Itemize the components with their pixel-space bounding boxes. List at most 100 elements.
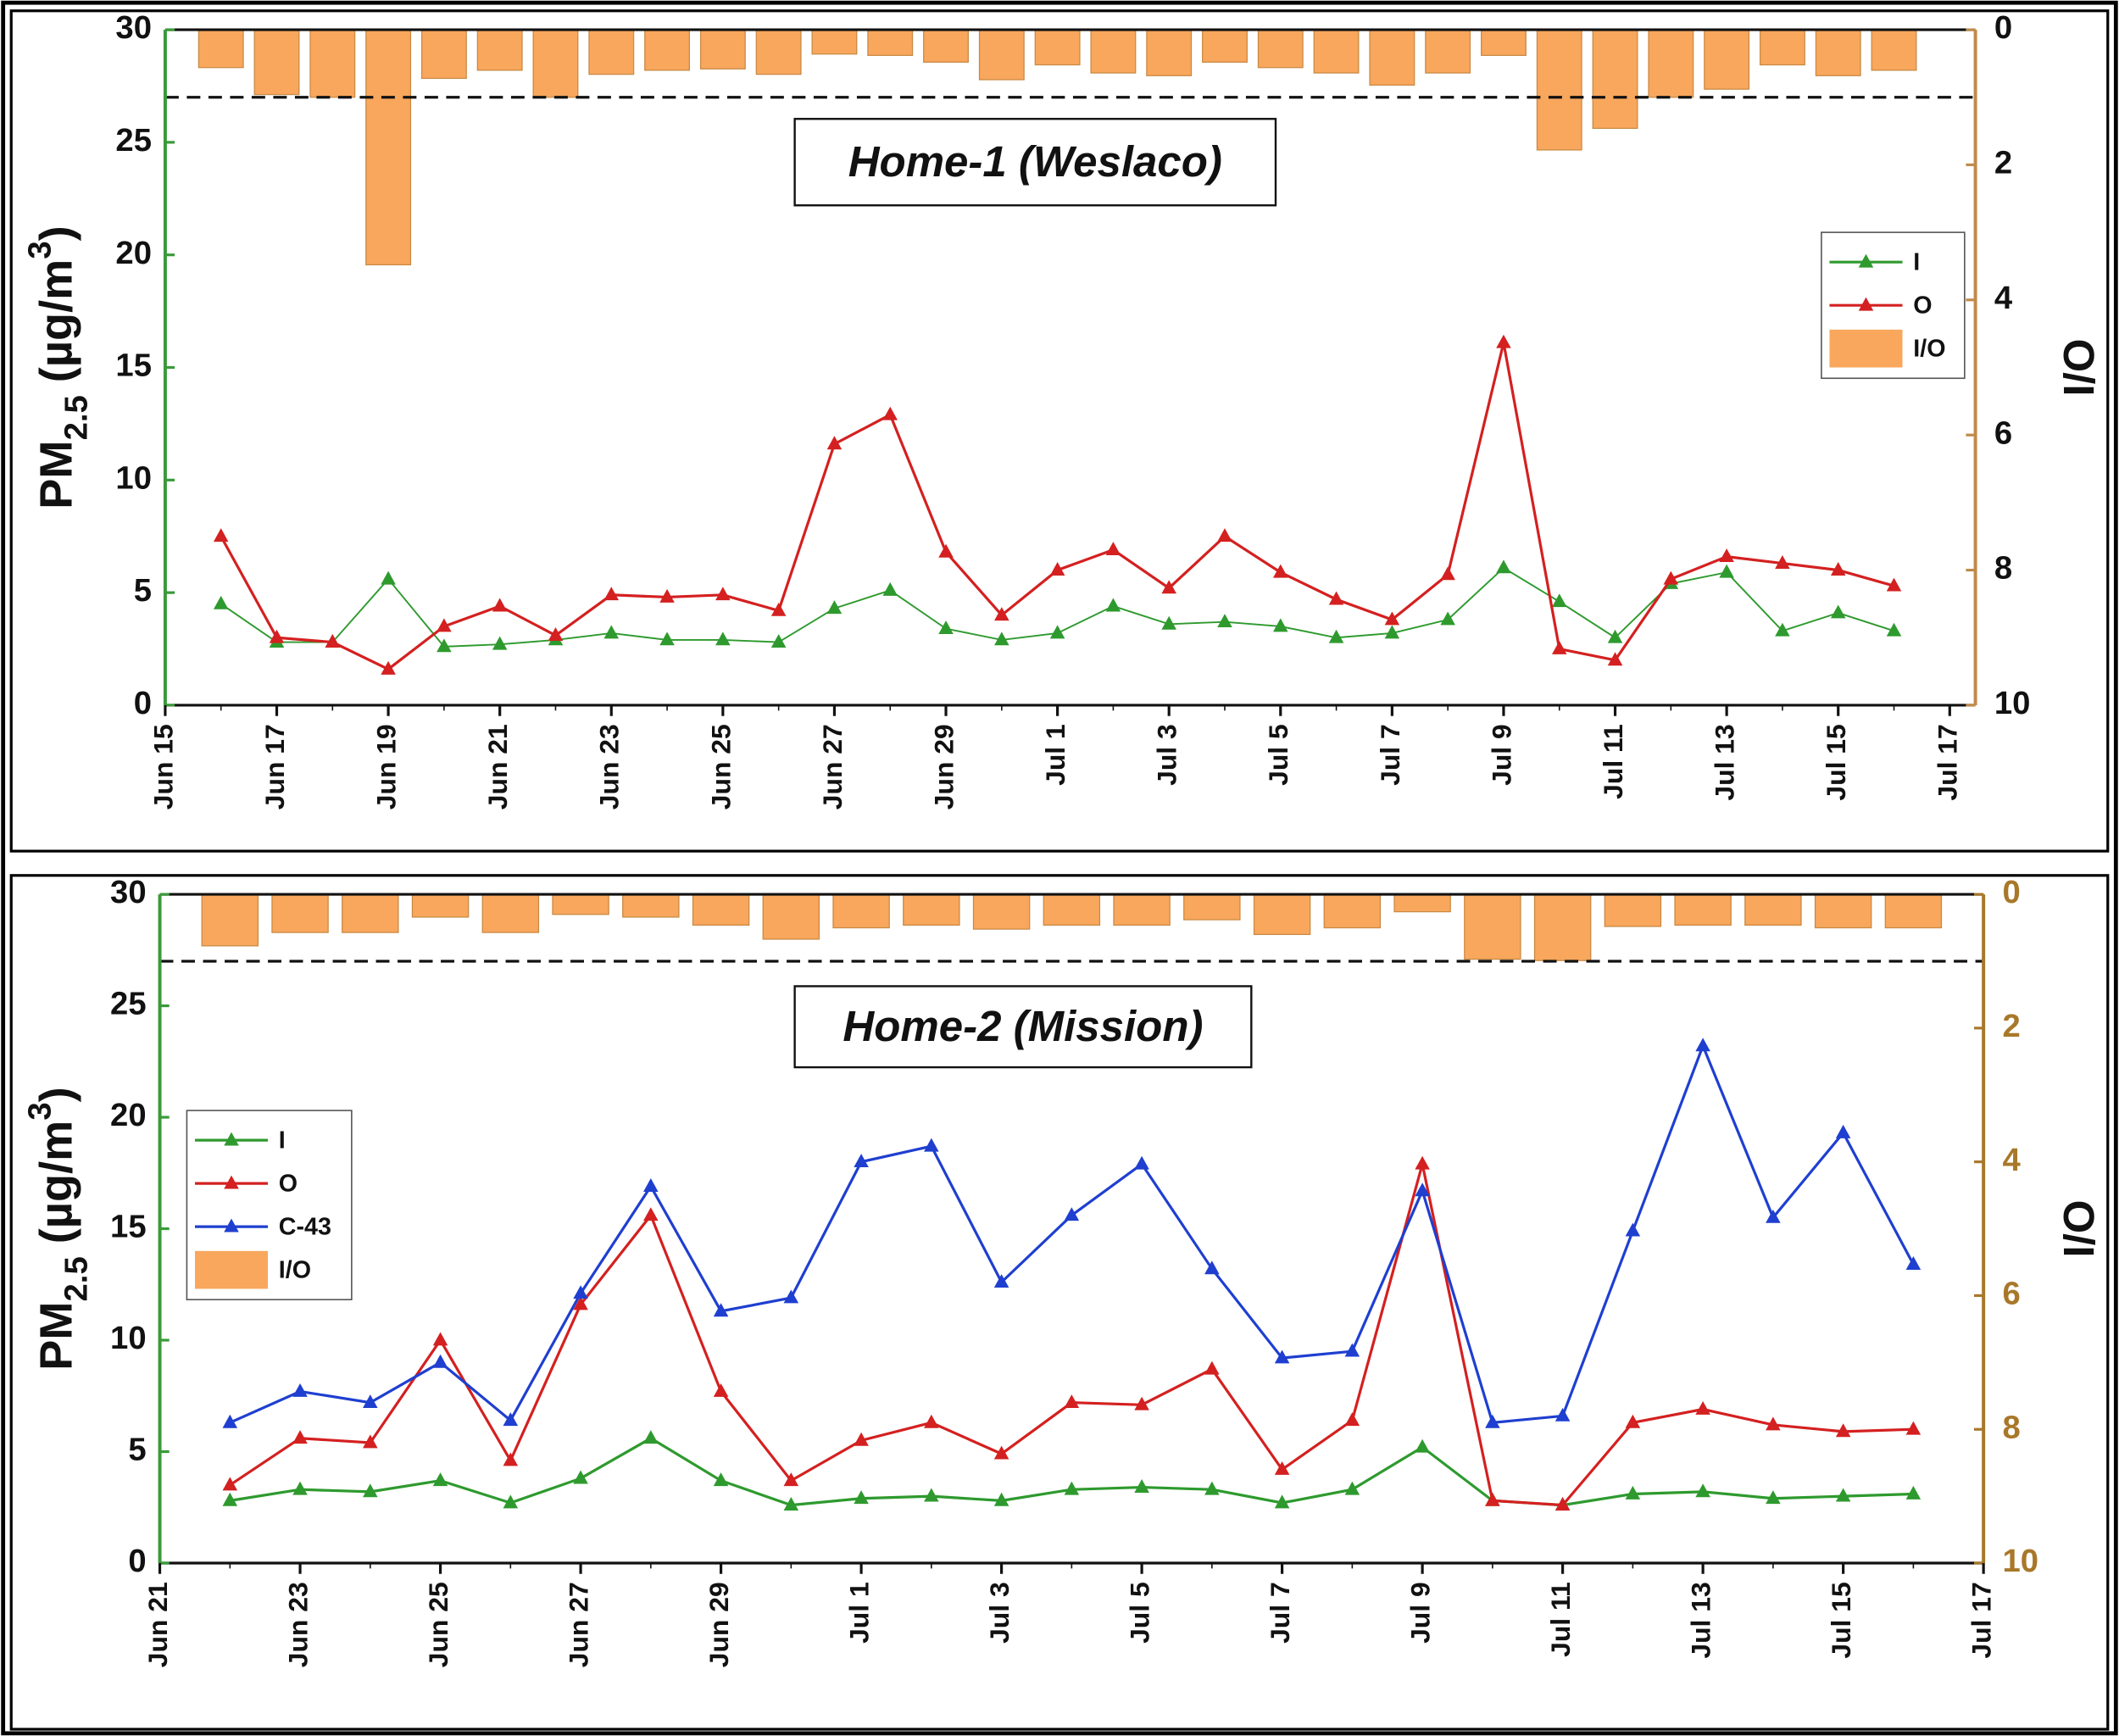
x-tick-label: Jul 17 [1933, 724, 1963, 800]
point-marker [994, 607, 1009, 621]
ratio-bar [762, 893, 820, 940]
y-axis-label-part: PM [31, 1301, 82, 1370]
y-axis-label: PM2.5 (µg/m3) [21, 225, 94, 509]
point-marker [1775, 555, 1790, 569]
point-marker [1204, 1360, 1220, 1375]
y-axis-label-part: 2.5 [58, 1256, 94, 1301]
y-axis-label-part: 3 [21, 241, 58, 259]
point-marker [1625, 1414, 1641, 1428]
point-marker [1835, 1423, 1851, 1438]
point-marker [826, 436, 843, 450]
annotation: Home-2 (Mission) [843, 1002, 1203, 1050]
point-marker [1134, 1396, 1149, 1410]
point-marker [1719, 564, 1734, 578]
legend-marker [224, 1218, 239, 1232]
y-axis-label-part: ) [31, 1087, 82, 1102]
legend-marker [1858, 253, 1874, 268]
point-marker [1775, 622, 1790, 637]
legend-label: I/O [279, 1256, 311, 1283]
point-marker [993, 1492, 1009, 1506]
point-marker [573, 1470, 588, 1484]
point-marker [1663, 570, 1679, 585]
point-marker [292, 1383, 308, 1397]
point-marker [1273, 618, 1288, 632]
x-tick-label: Jun 19 [371, 724, 402, 810]
ratio-bar [1464, 893, 1521, 960]
point-marker [770, 634, 787, 648]
point-marker [826, 600, 843, 615]
point-marker [1064, 1481, 1080, 1495]
legend-label: C-43 [279, 1213, 331, 1240]
point-marker [783, 1472, 799, 1487]
legend-marker [224, 1175, 239, 1189]
point-marker [573, 1296, 588, 1310]
ratio-bar [1759, 29, 1805, 66]
point-marker [1049, 625, 1065, 639]
point-marker [783, 1289, 799, 1304]
point-marker [381, 660, 396, 675]
legend-label: O [1913, 292, 1932, 319]
x-tick-label: Jun 17 [259, 724, 290, 810]
point-marker [325, 634, 341, 648]
ratio-bar [1090, 29, 1137, 74]
y-axis-label: PM2.5 (µg/m3) [21, 1087, 94, 1370]
y2-tick-label: 10 [1994, 685, 2031, 721]
point-marker [432, 1332, 448, 1346]
y-axis-label-part: 3 [21, 1102, 58, 1120]
point-marker [1161, 580, 1176, 594]
x-tick-label: Jul 9 [1405, 1582, 1436, 1644]
legend-label: I/O [1913, 335, 1945, 362]
point-marker [783, 1497, 799, 1511]
point-marker [1905, 1256, 1922, 1270]
point-marker [363, 1483, 378, 1498]
point-marker [1217, 614, 1232, 628]
ratio-bar [923, 29, 969, 63]
point-marker [1328, 629, 1344, 643]
y-tick-label: 0 [134, 685, 152, 721]
annotation-box [793, 118, 1277, 207]
point-marker [503, 1452, 519, 1466]
point-marker [770, 602, 787, 616]
point-marker [1344, 1481, 1360, 1495]
ratio-bar [1257, 29, 1304, 69]
point-marker [1835, 1488, 1851, 1502]
point-marker [882, 581, 898, 596]
point-marker [1161, 615, 1176, 630]
x-tick-label: Jul 3 [1152, 724, 1182, 786]
point-marker [882, 406, 898, 420]
y2-tick-label: 2 [1994, 145, 2012, 181]
x-tick-label: Jun 25 [705, 724, 736, 810]
point-marker [1217, 528, 1232, 542]
x-tick-label: Jul 3 [984, 1582, 1015, 1644]
point-marker [854, 1490, 869, 1505]
point-marker [1695, 1483, 1710, 1498]
x-tick-label: Jun 27 [817, 724, 848, 810]
series-line [220, 342, 1894, 671]
y2-axis-label: O/I [2055, 1200, 2103, 1258]
point-marker [1485, 1492, 1500, 1506]
point-marker [222, 1477, 238, 1491]
point-marker [1273, 564, 1288, 578]
point-marker [1554, 1497, 1571, 1511]
point-marker [924, 1414, 939, 1428]
ratio-bar [588, 29, 635, 75]
point-marker [1415, 1155, 1430, 1170]
ratio-bar [699, 29, 746, 70]
point-marker [1695, 1400, 1710, 1415]
ratio-bar [1648, 29, 1694, 98]
ratio-bar [1425, 29, 1471, 74]
ratio-bar [1043, 893, 1101, 926]
y-tick-label: 15 [115, 348, 152, 384]
y-axis-label-part: (µg/m [31, 259, 82, 396]
y-tick-label: 15 [110, 1209, 147, 1245]
y-axis-label-part: PM [31, 440, 82, 509]
point-marker [603, 587, 620, 601]
x-tick-label: Jul 13 [1710, 724, 1740, 800]
point-marker [432, 1354, 448, 1368]
ratio-bar [1592, 29, 1638, 130]
point-marker [213, 595, 229, 609]
y-tick-label: 0 [128, 1543, 146, 1579]
point-marker [854, 1432, 869, 1446]
point-marker [938, 543, 954, 558]
ratio-bar [552, 893, 609, 915]
